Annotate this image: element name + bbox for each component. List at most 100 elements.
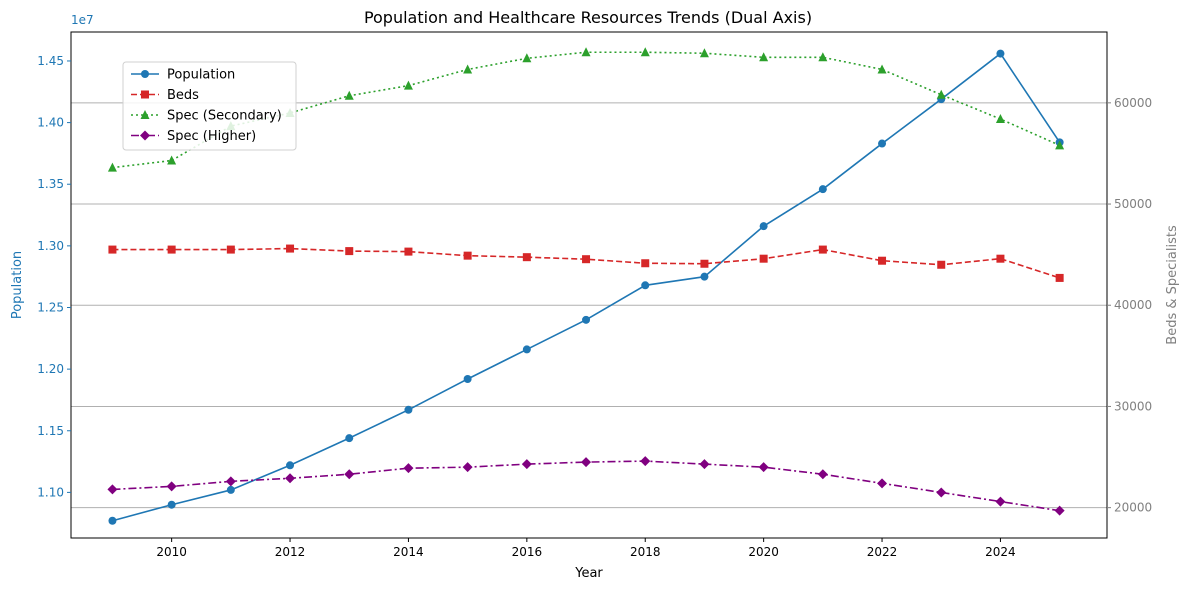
- legend-label-beds: Beds: [167, 88, 199, 103]
- right-tick-label: 40000: [1114, 298, 1152, 312]
- data-point-spec-higher: [521, 459, 532, 470]
- left-tick-label: 1.20: [37, 362, 64, 376]
- data-point-population: [463, 374, 472, 383]
- data-point-spec-secondary: [818, 52, 828, 62]
- right-tick-label: 20000: [1114, 501, 1152, 515]
- data-point-beds: [700, 259, 709, 268]
- data-point-beds: [522, 253, 531, 262]
- left-tick-label: 1.25: [37, 300, 64, 314]
- data-point-spec-higher: [166, 481, 177, 492]
- data-point-population: [582, 315, 591, 324]
- right-tick-label: 30000: [1114, 399, 1152, 413]
- data-point-population: [996, 49, 1005, 58]
- left-axis-offset-label: 1e7: [71, 13, 94, 27]
- data-point-population: [345, 434, 354, 443]
- data-point-population: [641, 281, 650, 290]
- data-point-spec-higher: [403, 463, 414, 474]
- data-point-spec-secondary: [344, 90, 354, 100]
- data-point-beds: [286, 244, 295, 253]
- left-tick-label: 1.10: [37, 485, 64, 499]
- data-point-beds: [463, 251, 472, 260]
- data-point-spec-secondary: [107, 162, 117, 172]
- data-point-beds: [759, 254, 768, 263]
- data-point-population: [226, 485, 235, 494]
- data-point-spec-higher: [107, 484, 118, 495]
- data-point-beds: [582, 255, 591, 264]
- data-point-population: [108, 516, 117, 525]
- data-point-population: [818, 185, 827, 194]
- data-point-spec-secondary: [167, 155, 177, 165]
- data-point-spec-higher: [225, 476, 236, 487]
- data-point-spec-higher: [877, 478, 888, 489]
- right-axis-label: Beds & Specialists: [1165, 225, 1180, 345]
- x-tick-label: 2010: [156, 545, 187, 559]
- data-point-population: [878, 139, 887, 148]
- data-point-spec-higher: [995, 496, 1006, 507]
- data-point-population: [286, 461, 295, 470]
- legend-label-spec-higher: Spec (Higher): [167, 129, 256, 144]
- x-tick-label: 2012: [275, 545, 306, 559]
- legend-label-spec-secondary: Spec (Secondary): [167, 109, 282, 124]
- legend-label-population: Population: [167, 68, 235, 83]
- right-tick-label: 60000: [1114, 96, 1152, 110]
- data-point-beds: [878, 256, 887, 265]
- data-point-beds: [641, 259, 650, 268]
- x-tick-label: 2018: [630, 545, 661, 559]
- data-point-spec-secondary: [463, 64, 473, 74]
- plot-frame: [70, 31, 1108, 539]
- legend: Population Beds Spec (Secondary) Spec (High…: [122, 61, 297, 151]
- data-point-beds: [996, 254, 1005, 263]
- data-point-spec-higher: [1054, 505, 1065, 516]
- right-tick-label: 50000: [1114, 197, 1152, 211]
- data-point-spec-secondary: [759, 52, 769, 62]
- data-point-population: [404, 405, 413, 414]
- series-spec-higher: [107, 456, 1065, 516]
- data-point-spec-secondary: [640, 47, 650, 57]
- chart-title: Population and Healthcare Resources Tren…: [364, 8, 812, 27]
- data-point-beds: [937, 260, 946, 269]
- data-point-beds: [108, 245, 117, 254]
- data-point-population: [759, 222, 768, 231]
- legend-marker-beds: [141, 90, 149, 99]
- data-point-spec-higher: [344, 469, 355, 480]
- axis-layer: 2010 2012 2014 2016 2018 2020 2022 2024 1.10 1.15…: [37, 54, 1152, 559]
- series-line-spec-higher: [112, 460, 1060, 512]
- data-point-population: [522, 345, 531, 354]
- data-point-beds: [1055, 273, 1064, 282]
- data-point-spec-higher: [285, 473, 296, 484]
- data-point-spec-higher: [462, 462, 473, 473]
- left-tick-label: 1.30: [37, 239, 64, 253]
- legend-marker-population: [141, 70, 149, 78]
- data-point-spec-secondary: [1055, 140, 1065, 150]
- left-tick-label: 1.45: [37, 54, 64, 68]
- data-point-spec-higher: [817, 469, 828, 480]
- x-tick-label: 2022: [867, 545, 898, 559]
- data-point-spec-secondary: [522, 53, 532, 63]
- x-tick-label: 2024: [985, 545, 1016, 559]
- x-axis-label: Year: [574, 566, 603, 581]
- data-point-spec-higher: [758, 462, 769, 473]
- data-point-population: [700, 272, 709, 281]
- legend-marker-spec-higher: [140, 130, 150, 141]
- x-tick-label: 2016: [512, 545, 543, 559]
- data-point-spec-secondary: [936, 89, 946, 99]
- legend-box: [122, 61, 297, 151]
- series-population: [108, 49, 1064, 525]
- data-point-spec-secondary: [403, 80, 413, 90]
- x-tick-label: 2014: [393, 545, 424, 559]
- data-point-population: [167, 500, 176, 509]
- left-tick-label: 1.40: [37, 116, 64, 130]
- data-point-spec-secondary: [995, 114, 1005, 124]
- data-point-beds: [167, 245, 176, 254]
- series-layer: [107, 47, 1065, 525]
- data-point-spec-higher: [581, 457, 592, 468]
- left-axis-label: Population: [10, 251, 25, 319]
- left-tick-label: 1.35: [37, 177, 64, 191]
- data-point-spec-secondary: [877, 64, 887, 74]
- series-beds: [108, 244, 1064, 282]
- data-point-spec-higher: [640, 456, 651, 467]
- grid-layer: [71, 102, 1107, 509]
- data-point-beds: [404, 247, 413, 256]
- data-point-beds: [818, 245, 827, 254]
